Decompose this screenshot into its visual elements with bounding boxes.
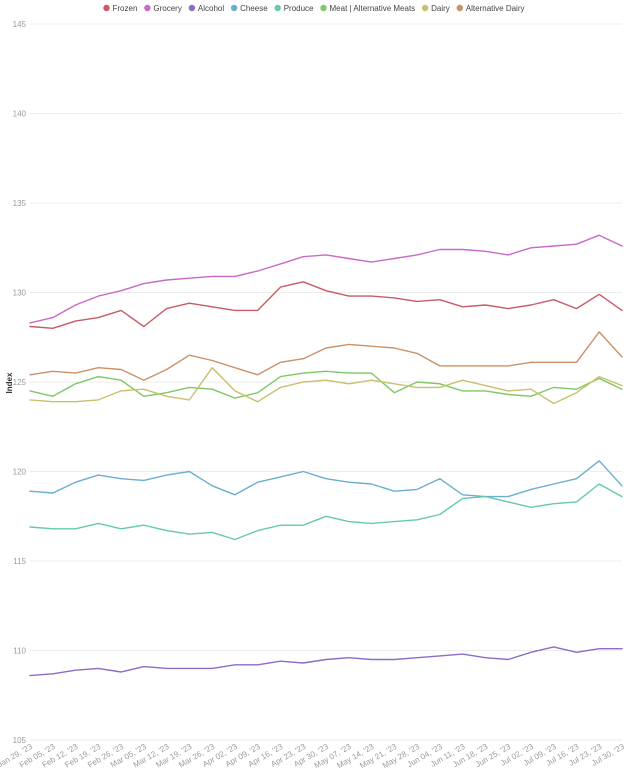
legend: Frozen Grocery Alcohol Cheese Produce Meat | … [103, 4, 524, 13]
legend-item[interactable]: Produce [274, 4, 315, 13]
legend-swatch [320, 4, 327, 12]
series-line-6 [29, 367, 623, 405]
legend-label: Dairy [431, 4, 450, 13]
y-tick-label: 140 [13, 110, 27, 119]
legend-swatch [274, 4, 281, 12]
legend-item[interactable]: Meat | Alternative Meats [320, 4, 415, 13]
legend-swatch [421, 4, 429, 12]
y-axis: 105 110 115 120 125 130 135 140 145 [13, 20, 27, 745]
gridlines [30, 23, 622, 741]
legend-item[interactable]: Alternative Dairy [456, 4, 525, 13]
series-line-0 [29, 281, 623, 329]
series-line-7 [29, 331, 623, 381]
legend-swatch [103, 4, 110, 12]
y-axis-title: Index [5, 372, 14, 393]
legend-item[interactable]: Cheese [230, 4, 268, 13]
legend-item[interactable]: Grocery [144, 4, 182, 13]
series-line-4 [29, 483, 623, 541]
legend-item[interactable]: Alcohol [188, 4, 225, 13]
legend-label: Meat | Alternative Meats [330, 4, 416, 13]
y-tick-label: 130 [13, 289, 27, 298]
series-line-2 [29, 646, 623, 677]
legend-label: Grocery [153, 4, 181, 13]
legend-item[interactable]: Frozen [103, 4, 137, 13]
series-lines [29, 234, 623, 677]
legend-label: Produce [284, 4, 314, 13]
legend-label: Frozen [113, 4, 138, 13]
legend-item[interactable]: Dairy [421, 4, 450, 13]
legend-label: Alternative Dairy [466, 4, 525, 13]
legend-swatch [456, 4, 463, 12]
y-tick-label: 135 [13, 199, 27, 208]
y-tick-label: 145 [13, 20, 27, 29]
y-tick-label: 115 [13, 557, 26, 566]
legend-swatch [188, 4, 196, 12]
y-tick-label: 125 [13, 378, 27, 387]
legend-swatch [230, 4, 238, 12]
y-tick-label: 110 [13, 647, 26, 656]
series-line-1 [29, 234, 623, 324]
y-tick-label: 105 [13, 736, 27, 745]
legend-label: Alcohol [198, 4, 224, 13]
legend-swatch [144, 4, 151, 12]
legend-label: Cheese [240, 4, 268, 13]
series-line-5 [29, 370, 623, 399]
series-line-3 [29, 460, 623, 498]
y-tick-label: 120 [13, 468, 27, 477]
